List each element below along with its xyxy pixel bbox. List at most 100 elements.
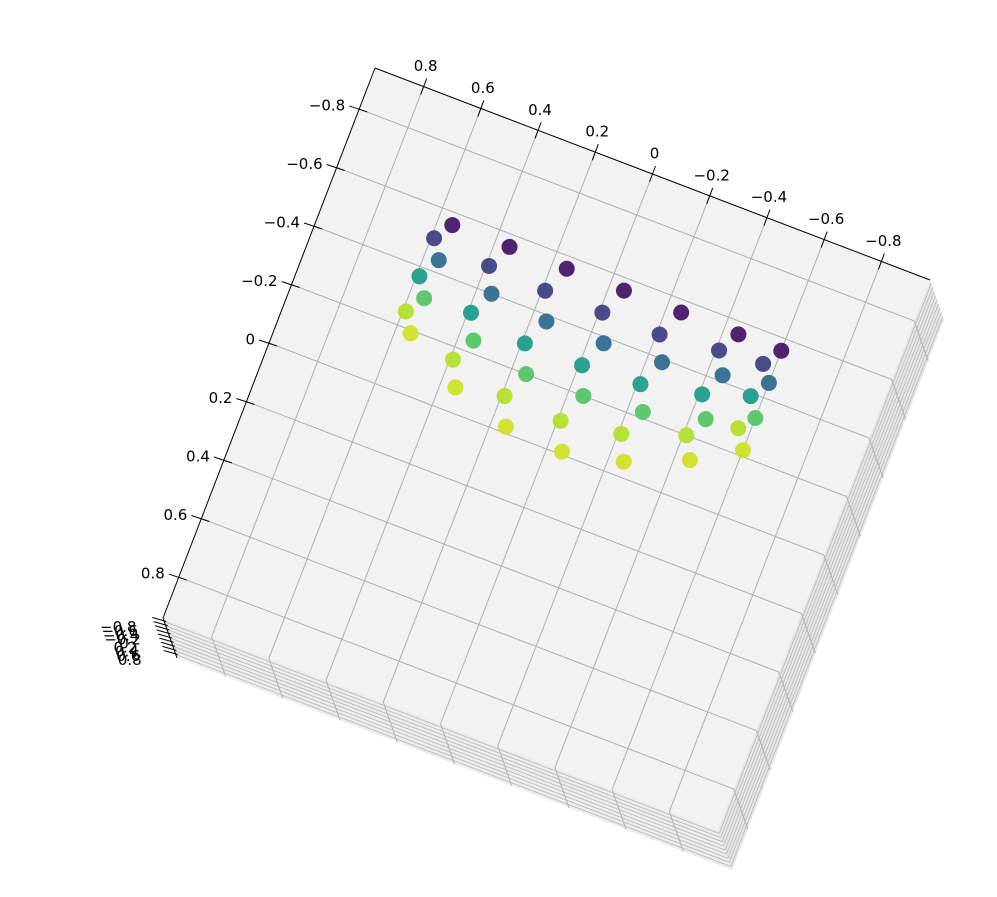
z-tick-label: −0.8 [100, 618, 136, 636]
point [402, 325, 419, 342]
y-tick [281, 281, 300, 288]
point [697, 411, 714, 428]
grid-line [246, 401, 802, 614]
grid-line [268, 342, 825, 556]
point [681, 452, 698, 469]
point [632, 376, 649, 393]
y-tick-label: −0.2 [241, 272, 277, 290]
grid-line [178, 576, 734, 790]
point [714, 367, 731, 384]
point [496, 388, 513, 405]
grid-line [165, 625, 721, 839]
grid-line [723, 295, 936, 847]
point [497, 418, 514, 435]
grid-line [718, 283, 932, 834]
point [730, 326, 747, 343]
z-tick-label: −0.2 [104, 630, 140, 648]
grid-line [721, 291, 935, 842]
y-tick-label: −0.8 [309, 96, 345, 114]
x-tick [820, 231, 828, 248]
y-tick [349, 105, 368, 113]
y-tick [191, 515, 210, 523]
y-tick [213, 456, 233, 464]
point [552, 412, 569, 429]
grid-line [175, 654, 731, 867]
point [711, 342, 728, 359]
grid-line [172, 645, 729, 859]
x-tick [763, 209, 771, 226]
point [595, 335, 612, 352]
point [444, 217, 461, 234]
point [397, 303, 414, 320]
x-tick-label: 0 [650, 145, 660, 163]
z-tick [154, 625, 170, 631]
point [613, 425, 630, 442]
x-tick-label: −0.6 [808, 210, 844, 228]
point [430, 252, 447, 269]
x-tick-label: −0.8 [865, 232, 901, 250]
point [481, 257, 498, 274]
y-tick [236, 398, 255, 405]
z-tick [160, 641, 176, 647]
point [673, 304, 690, 321]
y-tick-label: 0.4 [186, 448, 210, 466]
y-tick-label: 0 [245, 331, 255, 349]
x-tick-label: −0.4 [751, 188, 787, 206]
point [634, 403, 651, 420]
point [574, 357, 591, 374]
point [734, 442, 751, 459]
x-tick-label: 0.2 [585, 123, 609, 141]
point [538, 313, 555, 330]
point [553, 443, 570, 460]
point [615, 282, 632, 299]
y-tick-label: −0.4 [264, 213, 300, 231]
grid-line [724, 299, 938, 851]
point [537, 282, 554, 299]
point [594, 304, 611, 321]
x-tick [649, 165, 656, 183]
point [678, 427, 695, 444]
point [730, 420, 747, 437]
point [465, 332, 482, 349]
z-tick-label: 0.6 [116, 647, 140, 665]
z-tick [163, 650, 178, 655]
grid-line [201, 518, 757, 731]
grid-line [168, 633, 724, 847]
grid-line [726, 303, 939, 855]
grid-line [359, 108, 915, 322]
point [773, 342, 790, 359]
x-tick [591, 143, 599, 161]
x-tick [706, 187, 714, 205]
grid-line [313, 225, 870, 439]
z-tick-label: 0.2 [114, 639, 138, 657]
point [444, 351, 461, 368]
point [747, 410, 764, 427]
point [558, 260, 575, 277]
point [483, 285, 500, 302]
x-tick-label: 0.8 [414, 57, 438, 75]
grid-line [730, 316, 944, 867]
z-tick [153, 621, 168, 627]
grid-line [336, 167, 892, 380]
x-tick [420, 78, 428, 95]
point [755, 355, 772, 372]
point [651, 326, 668, 343]
point [575, 387, 592, 404]
point [516, 335, 533, 352]
z-tick [156, 629, 171, 635]
z-tick [157, 633, 173, 639]
y-tick-label: −0.6 [286, 155, 322, 173]
z-tick-label: 0.8 [118, 651, 142, 669]
x-tick-label: 0.4 [528, 101, 552, 119]
grid-line [174, 649, 730, 863]
point [426, 230, 443, 247]
z-tick-label: −0.6 [101, 622, 137, 640]
grid-line [728, 312, 942, 863]
point [653, 354, 670, 371]
z-tick-label: 0.4 [115, 643, 139, 661]
grid-line [223, 459, 780, 673]
z-tick [152, 617, 167, 622]
point [463, 304, 480, 321]
grid-line [727, 308, 941, 859]
